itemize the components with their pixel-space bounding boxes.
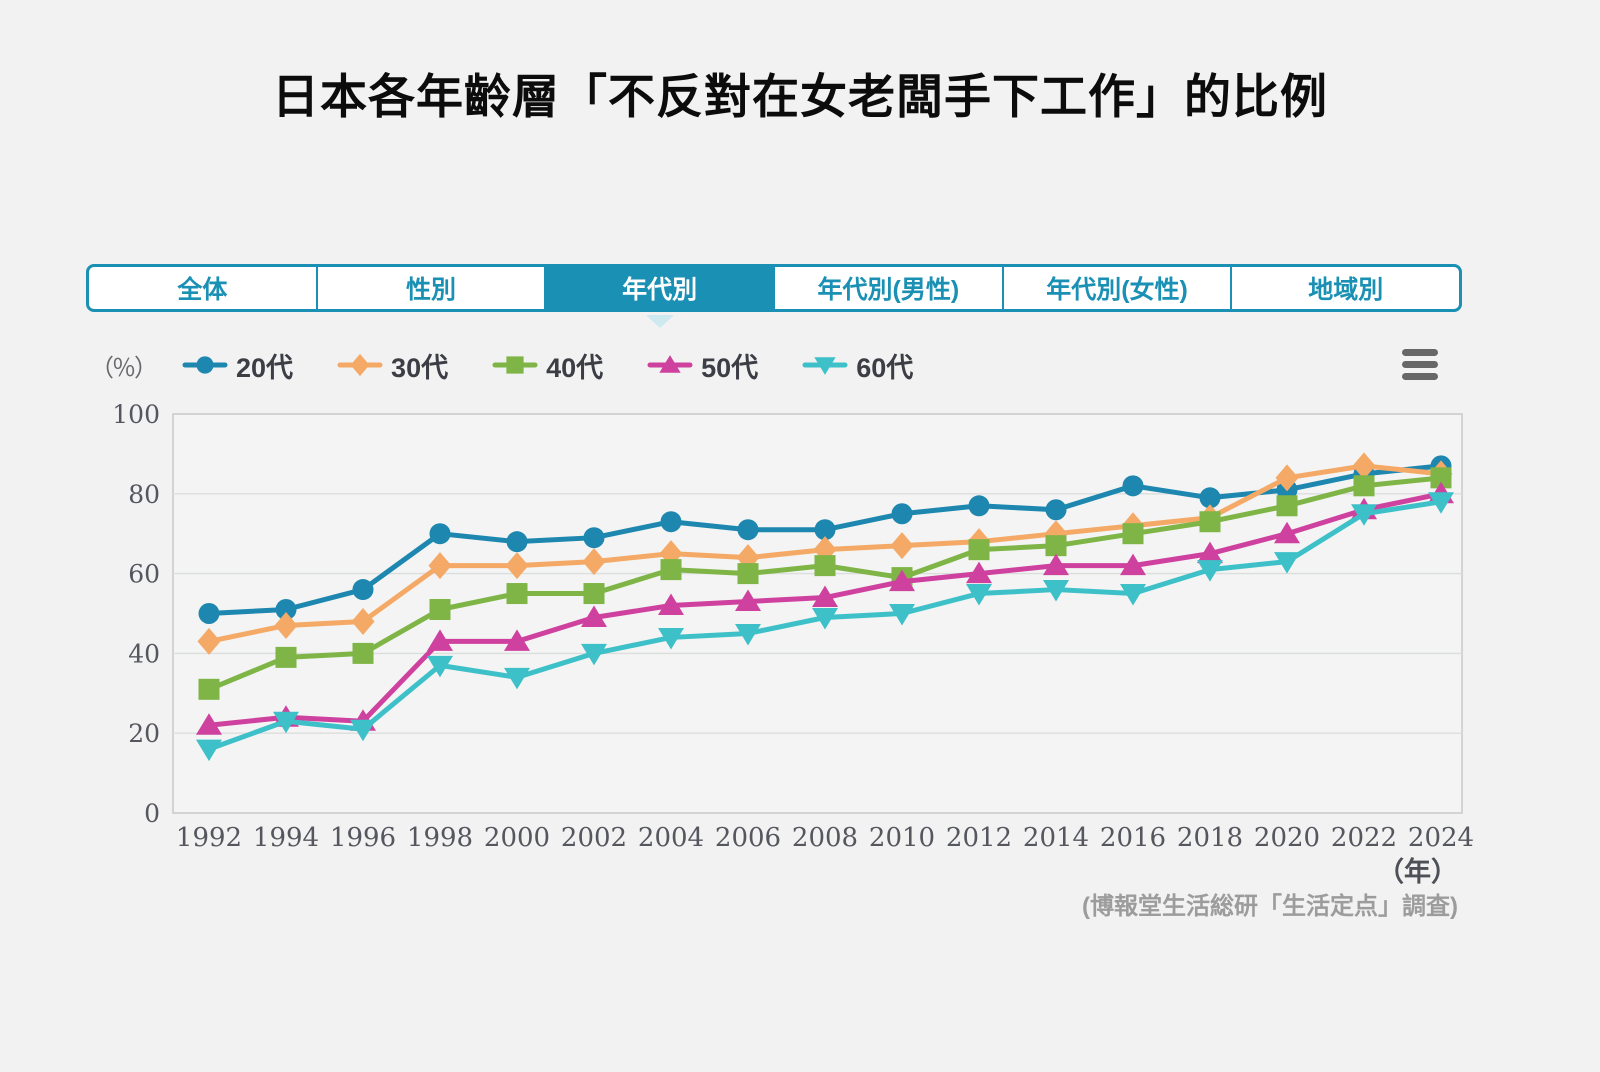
- svg-text:1998: 1998: [407, 823, 473, 853]
- svg-text:2014: 2014: [1023, 823, 1089, 853]
- hamburger-menu-icon[interactable]: [1402, 349, 1440, 383]
- svg-text:40: 40: [128, 639, 160, 668]
- svg-text:80: 80: [128, 480, 160, 509]
- svg-text:2024: 2024: [1408, 823, 1474, 853]
- chart-legend: （％） 20代 30代 40代 50代 60代: [90, 346, 1390, 384]
- tab-region[interactable]: 地域別: [1230, 267, 1459, 309]
- svg-text:0: 0: [144, 799, 160, 828]
- tab-age-female[interactable]: 年代別(女性): [1001, 267, 1231, 309]
- svg-text:2016: 2016: [1100, 823, 1166, 853]
- svg-text:2006: 2006: [715, 823, 781, 853]
- x-axis-unit-label: （年）: [1377, 857, 1458, 888]
- svg-text:1994: 1994: [253, 823, 319, 853]
- tab-age[interactable]: 年代別: [544, 264, 774, 312]
- tab-overall[interactable]: 全体: [177, 276, 228, 304]
- source-credit: (博報堂生活総研「生活定点」調査): [1082, 893, 1458, 920]
- tab-age-male[interactable]: 年代別(男性): [773, 267, 1002, 309]
- page-title: 日本各年齡層「不反對在女老闆手下工作」的比例: [272, 70, 1328, 123]
- svg-text:2010: 2010: [869, 823, 935, 853]
- legend-marker-square-icon: [492, 356, 538, 374]
- active-tab-pointer-icon: [646, 315, 674, 328]
- line-chart: 0 20 40 60 80 100 1992 1994 1996 1998 2000 2002 2004…: [86, 398, 1476, 863]
- svg-text:60: 60: [128, 560, 160, 589]
- legend-item-40s: 40代: [492, 346, 603, 385]
- legend-marker-diamond-icon: [337, 353, 383, 377]
- svg-text:2020: 2020: [1254, 823, 1320, 853]
- svg-text:2018: 2018: [1177, 823, 1243, 853]
- svg-text:2002: 2002: [561, 823, 627, 853]
- tab-gender[interactable]: 性別: [315, 267, 545, 309]
- legend-item-50s: 50代: [647, 346, 758, 385]
- svg-text:2012: 2012: [946, 823, 1012, 853]
- y-axis-unit-label: （％）: [90, 354, 158, 382]
- svg-text:2008: 2008: [792, 823, 858, 853]
- legend-item-60s: 60代: [802, 346, 913, 385]
- line-chart-canvas: 0 20 40 60 80 100 1992 1994 1996 1998 2000 2002 2004…: [112, 400, 1474, 853]
- svg-text:2022: 2022: [1331, 823, 1397, 853]
- legend-item-20s: 20代: [182, 346, 293, 385]
- legend-marker-triangle-down-icon: [802, 357, 848, 375]
- svg-text:2000: 2000: [484, 823, 550, 853]
- svg-text:2004: 2004: [638, 823, 704, 853]
- legend-marker-circle-icon: [182, 356, 228, 374]
- svg-text:1996: 1996: [330, 823, 396, 853]
- svg-text:20: 20: [128, 719, 160, 748]
- svg-text:100: 100: [112, 400, 160, 429]
- legend-marker-triangle-up-icon: [647, 355, 693, 373]
- legend-item-30s: 30代: [337, 346, 448, 385]
- category-tabbar: 全体 性別 年代別 年代別(男性) 年代別(女性) 地域別: [86, 264, 1462, 312]
- svg-text:1992: 1992: [176, 823, 242, 853]
